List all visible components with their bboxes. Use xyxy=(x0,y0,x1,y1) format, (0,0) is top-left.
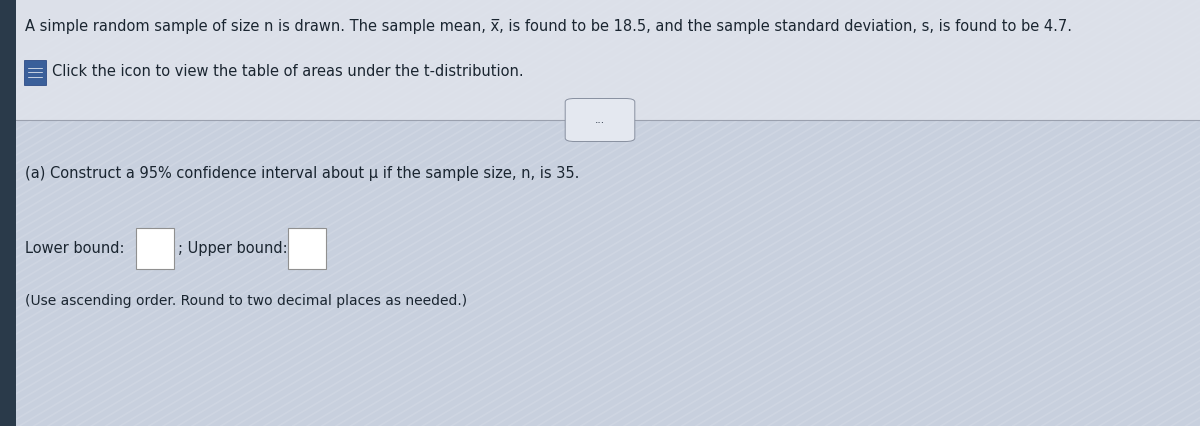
FancyBboxPatch shape xyxy=(16,0,1200,120)
Text: (Use ascending order. Round to two decimal places as needed.): (Use ascending order. Round to two decim… xyxy=(25,294,467,308)
Text: (a) Construct a 95% confidence interval about μ if the sample size, n, is 35.: (a) Construct a 95% confidence interval … xyxy=(25,166,580,181)
FancyBboxPatch shape xyxy=(565,98,635,141)
FancyBboxPatch shape xyxy=(136,228,174,269)
FancyBboxPatch shape xyxy=(288,228,326,269)
FancyBboxPatch shape xyxy=(24,60,46,84)
Text: Click the icon to view the table of areas under the t-distribution.: Click the icon to view the table of area… xyxy=(52,64,523,79)
FancyBboxPatch shape xyxy=(0,0,16,426)
Text: Lower bound:: Lower bound: xyxy=(25,241,125,256)
Text: ; Upper bound:: ; Upper bound: xyxy=(178,241,287,256)
Text: A simple random sample of size n is drawn. The sample mean, x̅, is found to be 1: A simple random sample of size n is draw… xyxy=(25,19,1073,34)
Text: ...: ... xyxy=(595,115,605,125)
